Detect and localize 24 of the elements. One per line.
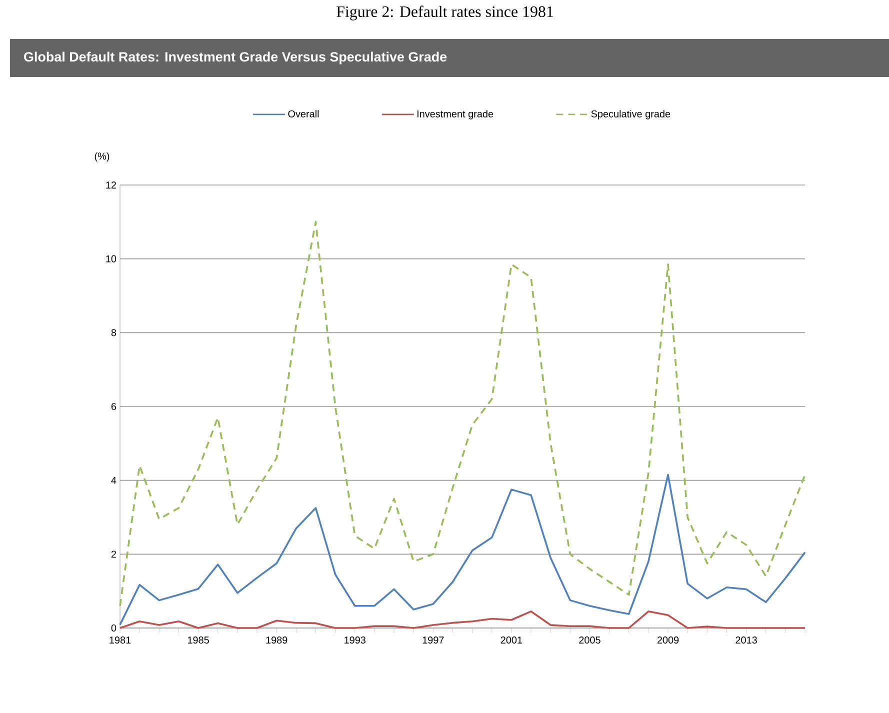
y-tick-label: 10 [106, 255, 116, 262]
chart-subtitle: Global Default Rates: Investment Grade Versus Speculative Grade [24, 52, 447, 64]
x-tick-label: 1981 [110, 636, 131, 644]
x-tick-label: 2001 [500, 636, 522, 644]
x-tick-label: 1989 [266, 636, 288, 644]
line-series [119, 474, 806, 626]
legend-label: Speculative grade [591, 110, 670, 120]
x-tick-label: 2009 [657, 636, 679, 644]
y-axis-title: (%) [94, 152, 110, 162]
line-series [119, 221, 806, 607]
y-tick-label: 4 [111, 476, 116, 484]
chart-title: Figure 2: Default rates since 1981 [336, 6, 553, 20]
x-tick-label: 1997 [422, 636, 444, 644]
legend-label: Overall [288, 110, 319, 118]
x-tick-label: 2013 [736, 636, 757, 644]
y-tick-label: 8 [111, 329, 116, 336]
x-tick-label: 1993 [344, 636, 366, 644]
x-tick-label: 1985 [188, 636, 209, 644]
y-tick-label: 6 [111, 402, 116, 410]
legend-label: Investment grade [417, 110, 494, 120]
y-tick-label: 2 [111, 550, 116, 558]
x-tick-label: 2005 [579, 636, 600, 644]
y-tick-label: 12 [106, 182, 116, 188]
y-tick-label: 0 [111, 624, 116, 632]
